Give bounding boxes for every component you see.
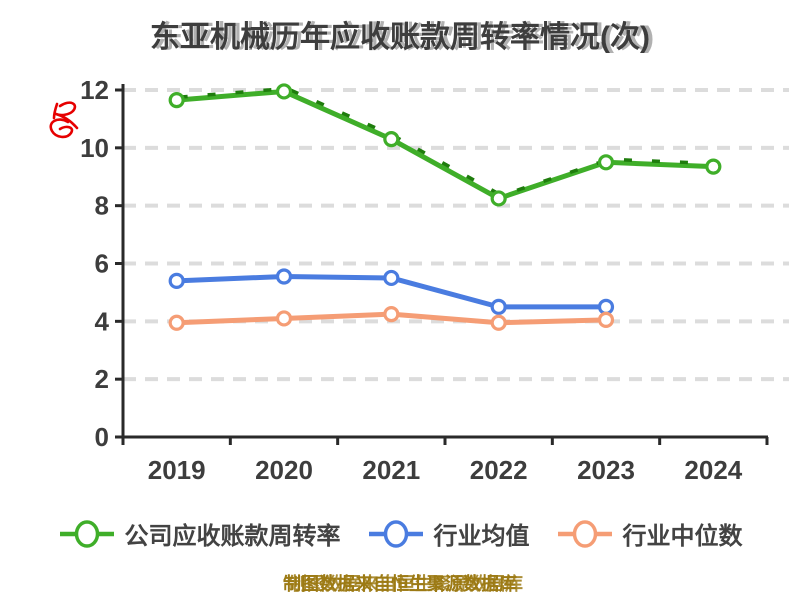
data-point-marker	[490, 190, 507, 207]
data-point-marker	[705, 158, 722, 175]
x-tick-label: 2020	[255, 455, 313, 485]
series-line	[174, 88, 716, 201]
data-point-marker	[168, 314, 185, 331]
chart-title: 东亚机械历年应收账款周转率情况(次)	[150, 21, 650, 54]
data-point-marker	[383, 131, 400, 148]
data-source-note: 制图数据来自恒生聚源数据库	[283, 574, 517, 594]
data-point-marker	[597, 154, 615, 171]
data-point-marker	[490, 314, 507, 331]
series-line-dash-overlay	[179, 86, 717, 198]
data-point-marker	[275, 310, 293, 327]
legend-item-industry-mean[interactable]: 行业均值	[367, 516, 530, 551]
data-point-marker	[383, 306, 400, 323]
legend-label-industry-mean: 行业均值	[433, 523, 530, 550]
data-point-marker	[597, 311, 615, 328]
legend-item-industry-median[interactable]: 行业中位数	[556, 516, 743, 551]
y-tick-label: 8	[95, 191, 109, 221]
y-tick-label: 0	[95, 422, 109, 452]
legend-marker-green-icon	[59, 519, 114, 548]
data-point-marker	[275, 268, 293, 285]
x-tick-label: 2022	[470, 455, 528, 485]
y-tick-label: 12	[80, 75, 109, 105]
legend-label-company-turnover: 公司应收账款周转率	[124, 523, 341, 550]
x-tick-label: 2021	[362, 455, 420, 485]
y-tick-label: 4	[95, 306, 110, 336]
data-point-marker	[383, 269, 400, 287]
data-point-marker	[168, 272, 185, 289]
data-point-marker	[597, 298, 615, 315]
x-tick-label: 2024	[684, 455, 742, 485]
red-scribble-annotation	[49, 101, 79, 139]
y-tick-label: 2	[95, 364, 109, 394]
x-tick-label: 2023	[577, 455, 635, 485]
chart-legend: 公司应收账款周转率 行业均值 行业中位数	[0, 516, 800, 551]
y-tick-label: 6	[95, 249, 109, 279]
data-point-marker	[275, 83, 293, 100]
legend-item-company-turnover[interactable]: 公司应收账款周转率	[58, 516, 341, 551]
legend-marker-orange-icon	[557, 519, 612, 548]
data-point-marker	[490, 298, 507, 315]
data-point-marker	[168, 92, 185, 109]
legend-marker-blue-icon	[368, 519, 423, 548]
x-tick-label: 2019	[148, 455, 206, 485]
legend-label-industry-median: 行业中位数	[622, 523, 743, 550]
y-tick-label: 10	[80, 133, 109, 163]
